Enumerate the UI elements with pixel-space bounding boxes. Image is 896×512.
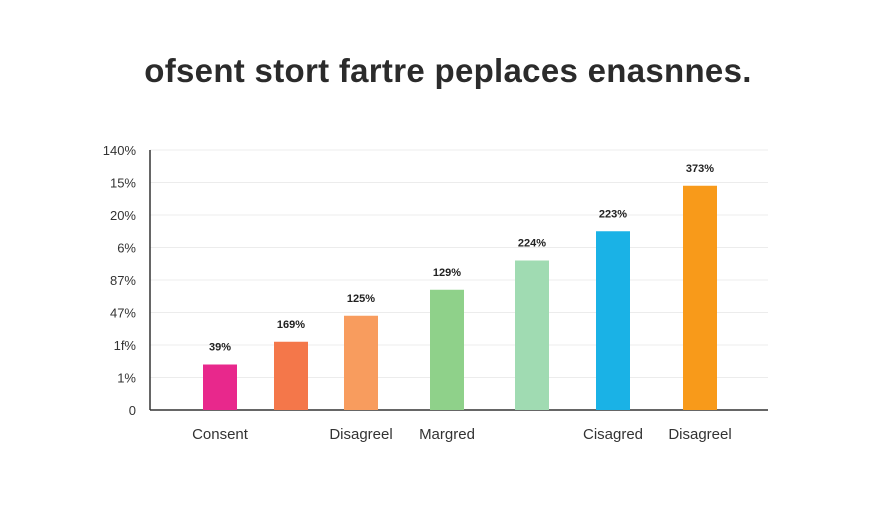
y-tick-label: 140% [103,143,137,158]
bar [203,364,237,410]
bar [515,260,549,410]
category-label: Disagreel [329,426,392,443]
data-label: 129% [433,267,461,279]
bar [683,185,717,410]
data-label: 224% [518,238,546,250]
bar [596,231,630,410]
y-tick-label: 1f% [114,338,137,353]
category-label: Disagreel [668,426,731,443]
y-tick-label: 87% [110,273,136,288]
bar [430,289,464,410]
data-label: 125% [347,293,375,305]
y-tick-label: 1% [117,371,136,386]
y-tick-label: 6% [117,241,136,256]
data-label: 373% [686,163,714,175]
chart-title: ofsent stort fartre peplaces enasnnes. [144,52,752,89]
category-label: Margred [419,426,475,443]
data-label: 223% [599,208,627,220]
y-tick-label: 0 [129,403,136,418]
data-label: 39% [209,342,231,354]
y-tick-label: 15% [110,176,136,191]
bar [344,315,378,410]
y-tick-label: 47% [110,306,136,321]
data-label: 169% [277,319,305,331]
y-tick-label: 20% [110,208,136,223]
category-label: Consent [192,426,249,443]
category-label: Cisagred [583,426,643,443]
bar [274,341,308,410]
